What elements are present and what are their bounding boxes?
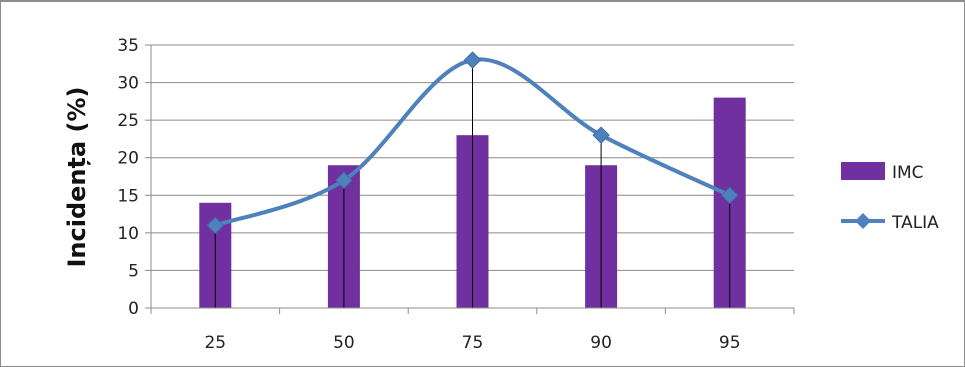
drop-lines [214,60,731,308]
legend-swatch-imc [841,162,885,180]
x-tick-label-90: 90 [590,333,612,353]
y-tick-label: 10 [117,224,139,244]
x-tick-label-95: 95 [719,333,741,353]
y-tick-label: 25 [117,111,139,131]
x-tick-label-50: 50 [333,333,355,353]
marker-talia-75 [463,51,482,69]
y-tick-label: 15 [117,186,139,206]
marker-talia-50 [335,171,353,189]
y-tick-label: 0 [128,299,139,319]
talia-line [206,51,739,235]
legend-label-talia: TALIA [891,213,939,233]
marker-talia-25 [206,216,225,235]
y-axis-label: Incidența (%) [63,86,91,267]
marker-talia-90 [592,126,610,144]
marker-talia-95 [720,186,739,204]
y-tick-label: 5 [128,261,139,281]
x-tick-label-25: 25 [204,333,226,353]
legend: IMC TALIA [841,162,939,233]
y-tick-label: 20 [117,149,139,169]
legend-label-imc: IMC [892,163,924,183]
x-tick-label-75: 75 [462,333,484,353]
y-tick-label: 30 [117,74,139,94]
legend-marker-talia [855,213,871,229]
y-tick-label: 35 [117,36,139,56]
axes: 0 5 10 15 20 25 30 35 25 50 75 90 95 [117,36,795,353]
